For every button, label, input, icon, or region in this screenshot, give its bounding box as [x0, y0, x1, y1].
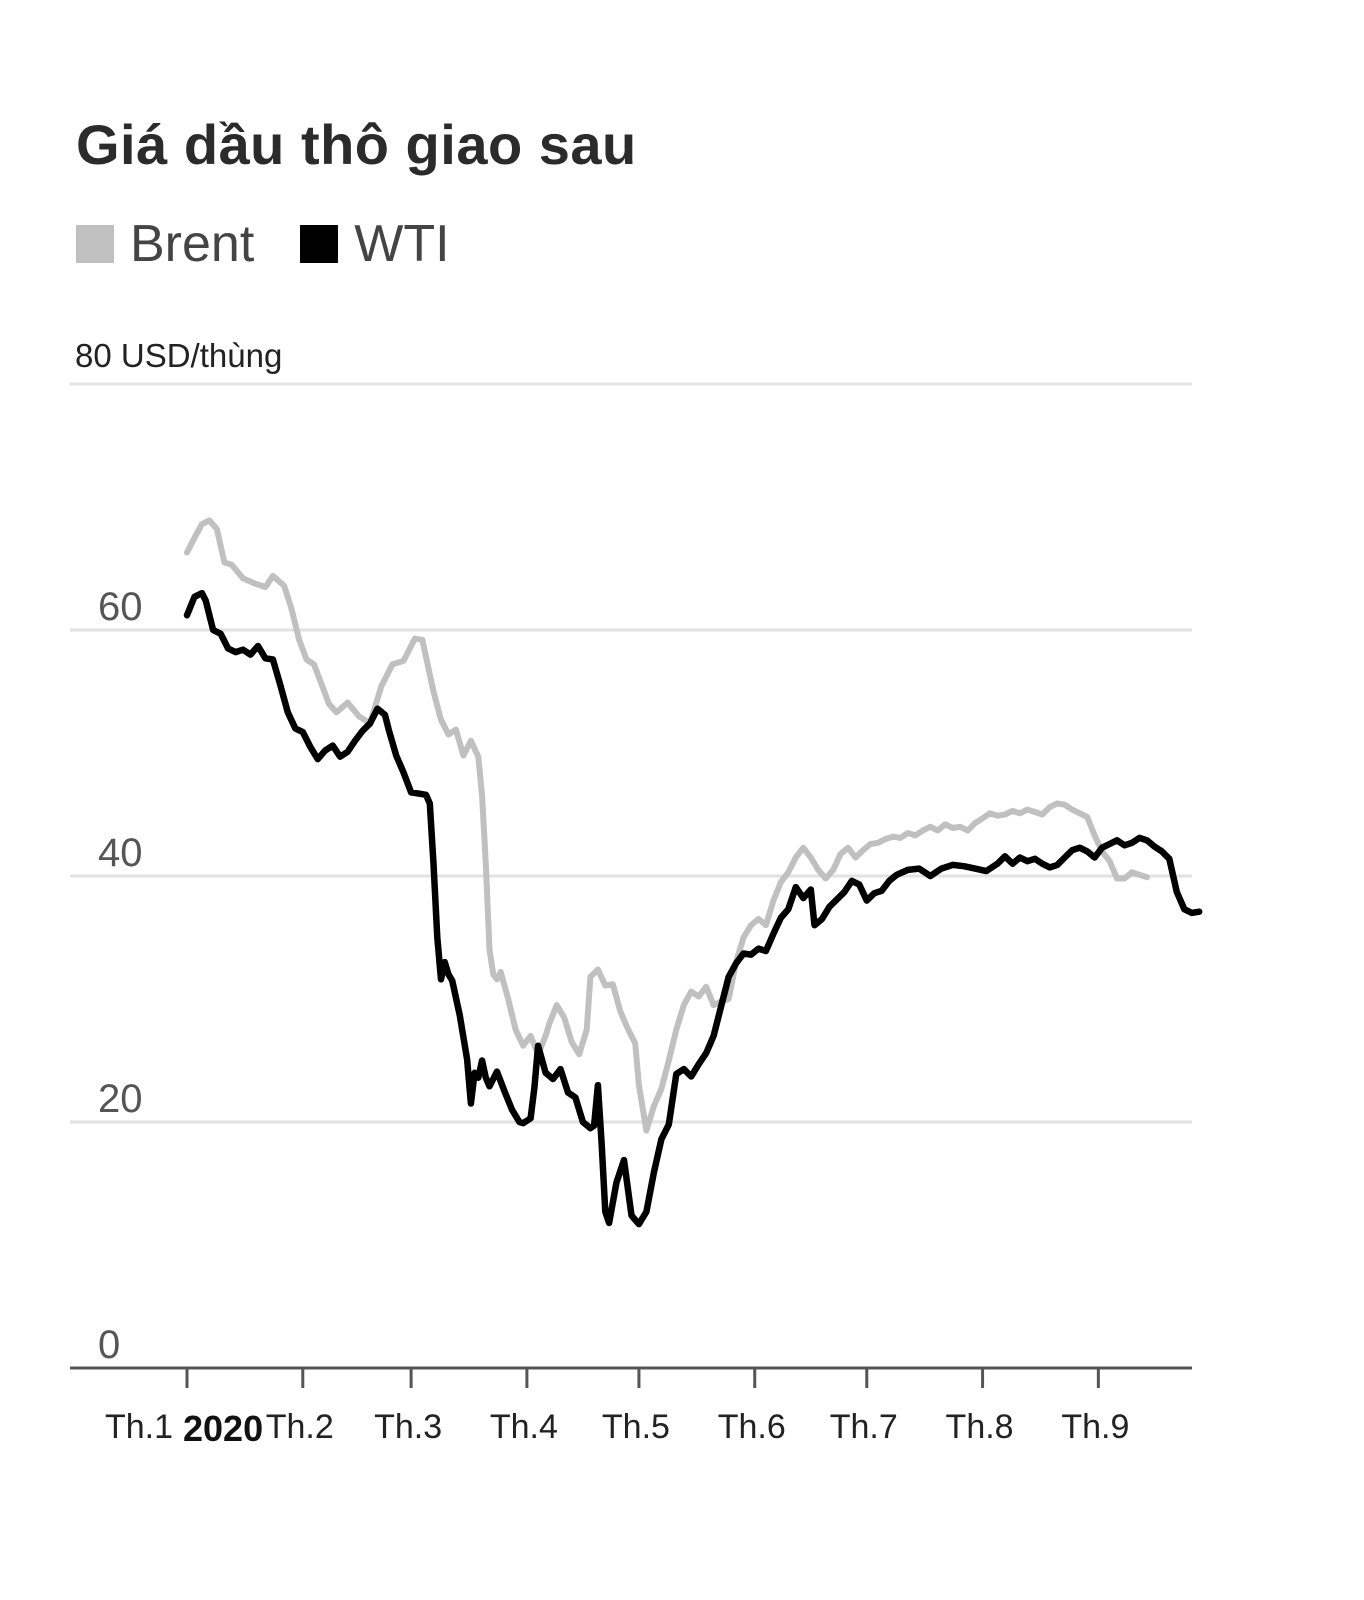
legend-item-wti: WTI — [300, 212, 450, 276]
x-tick-label-8: Th.8 — [946, 1408, 1014, 1446]
x-tick-label-2: Th.2 — [266, 1408, 334, 1446]
legend: Brent WTI — [76, 212, 496, 276]
legend-item-brent: Brent — [76, 212, 254, 276]
y-tick-label-40: 40 — [98, 831, 143, 875]
axis-labels: 0 20 40 60 80 USD/thùng Th.1 Th.2 Th.3 Th.4 Th.5 T… — [75, 337, 1129, 1449]
x-tick-label-6: Th.6 — [718, 1408, 786, 1446]
x-tick-label-5: Th.5 — [602, 1408, 670, 1446]
x-tick-label-4: Th.4 — [490, 1408, 558, 1446]
legend-swatch-wti — [300, 225, 339, 263]
series-line-wti — [183, 589, 1203, 1228]
legend-label-wti: WTI — [354, 215, 450, 273]
legend-label-brent: Brent — [130, 215, 255, 273]
year-label: 2020 — [183, 1408, 263, 1449]
x-axis — [70, 1366, 1192, 1388]
x-tick-label-7: Th.7 — [830, 1408, 898, 1446]
series-lines — [183, 517, 1203, 1228]
y-tick-label-0: 0 — [98, 1323, 120, 1367]
x-tick-label-1: Th.1 — [105, 1408, 173, 1446]
y-tick-label-60: 60 — [98, 585, 143, 629]
series-line-brent — [184, 517, 1150, 1134]
y-axis-unit-label: 80 USD/thùng — [75, 337, 282, 374]
x-tick-label-3: Th.3 — [374, 1408, 442, 1446]
gridlines — [70, 382, 1192, 1124]
x-tick-label-9: Th.9 — [1061, 1408, 1129, 1446]
chart-title: Giá dầu thô giao sau — [76, 113, 637, 176]
y-tick-label-20: 20 — [98, 1077, 143, 1121]
legend-swatch-brent — [76, 225, 114, 263]
